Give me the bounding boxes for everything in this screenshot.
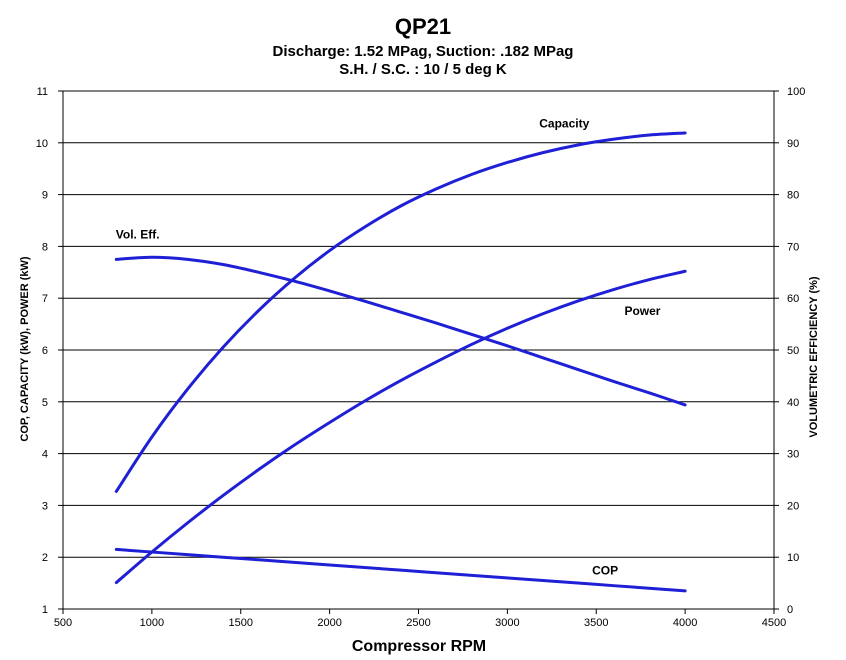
y-tick-label-9: 9 bbox=[42, 190, 48, 202]
y2-tick-label-60: 60 bbox=[787, 293, 799, 305]
annotation-vol-eff: Vol. Eff. bbox=[116, 228, 160, 242]
y2-tick-label-40: 40 bbox=[787, 397, 799, 409]
y-tick-label-8: 8 bbox=[42, 241, 48, 253]
chart-title: QP21 bbox=[394, 14, 452, 39]
annotation-cop: COP bbox=[592, 563, 618, 577]
tick-labels: 1 2 3 4 5 6 7 8 9 10 11 0 10 20 30 40 50 60 70 80 90 100 500 10… bbox=[36, 86, 806, 629]
annotation-capacity: Capacity bbox=[539, 116, 589, 130]
y2-tick-label-70: 70 bbox=[787, 241, 799, 253]
series-line-cop bbox=[114, 547, 687, 593]
chart-subtitle: Discharge: 1.52 MPag, Suction: .182 MPag bbox=[272, 43, 574, 60]
x-tick-label-4500: 4500 bbox=[762, 617, 786, 629]
y-tick-label-3: 3 bbox=[42, 500, 48, 512]
y-tick-label-2: 2 bbox=[42, 552, 48, 564]
series-lines bbox=[114, 131, 687, 593]
y-tick-label-5: 5 bbox=[42, 397, 48, 409]
annotation-power: Power bbox=[624, 304, 660, 318]
grid-lines bbox=[63, 90, 774, 610]
y2-tick-label-80: 80 bbox=[787, 190, 799, 202]
x-tick-label-3000: 3000 bbox=[495, 617, 519, 629]
y-tick-label-7: 7 bbox=[42, 293, 48, 305]
x-tick-label-2000: 2000 bbox=[317, 617, 341, 629]
chart-subtitle-2: S.H. / S.C. : 10 / 5 deg K bbox=[339, 61, 507, 78]
x-tick-label-4000: 4000 bbox=[673, 617, 697, 629]
y-tick-label-6: 6 bbox=[42, 345, 48, 357]
y-tick-label-11: 11 bbox=[37, 86, 48, 98]
y2-tick-label-0: 0 bbox=[787, 604, 793, 616]
y-tick-label-1: 1 bbox=[42, 604, 48, 616]
y2-tick-label-20: 20 bbox=[787, 500, 799, 512]
x-axis-label: Compressor RPM bbox=[352, 638, 486, 655]
series-line-vol-eff bbox=[114, 255, 687, 407]
y-axis-label-left: COP, CAPACITY (kW), POWER (kW) bbox=[19, 256, 31, 442]
y-tick-label-10: 10 bbox=[36, 138, 48, 150]
y2-tick-label-90: 90 bbox=[787, 138, 799, 150]
axes bbox=[58, 90, 779, 614]
x-tick-label-3500: 3500 bbox=[584, 617, 608, 629]
y2-tick-label-50: 50 bbox=[787, 345, 799, 357]
series-line-power bbox=[114, 269, 687, 585]
x-tick-label-500: 500 bbox=[54, 617, 72, 629]
y-axis-label-right: VOLUMETRIC EFFICIENCY (%) bbox=[808, 276, 820, 437]
series-line-capacity bbox=[114, 131, 687, 493]
y-tick-label-4: 4 bbox=[42, 449, 48, 461]
x-tick-label-1000: 1000 bbox=[140, 617, 164, 629]
x-tick-label-2500: 2500 bbox=[406, 617, 430, 629]
y2-tick-label-30: 30 bbox=[787, 449, 799, 461]
annotations: Capacity Vol. Eff. Power COP bbox=[116, 116, 661, 577]
x-tick-label-1500: 1500 bbox=[229, 617, 253, 629]
y2-tick-label-100: 100 bbox=[787, 86, 805, 98]
y2-tick-label-10: 10 bbox=[787, 552, 799, 564]
